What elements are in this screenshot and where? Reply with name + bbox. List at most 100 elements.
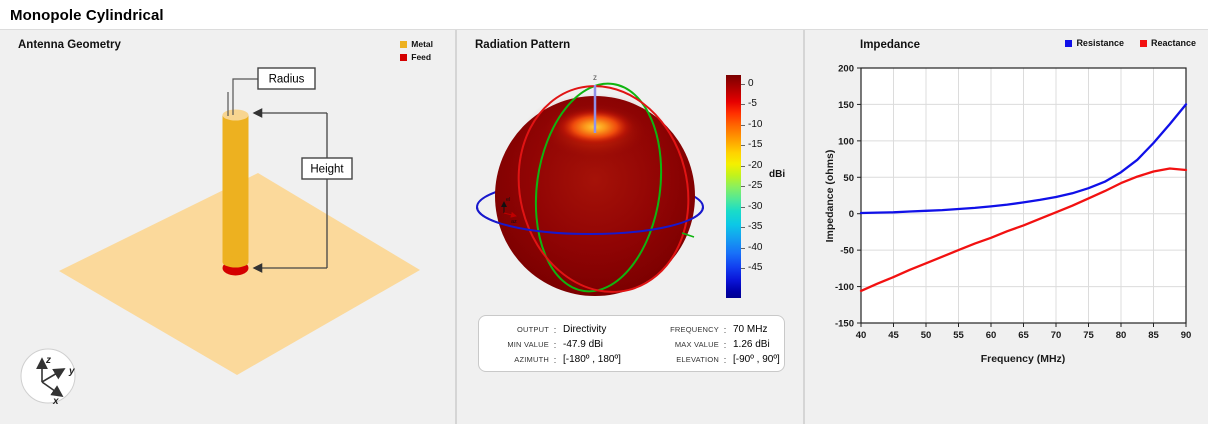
svg-text:-100: -100 [835, 282, 854, 293]
svg-text:100: 100 [838, 136, 854, 147]
z-axis: z [593, 73, 597, 133]
info-label-output: OUTPUT [516, 325, 549, 334]
legend-item-reactance: Reactance [1139, 38, 1196, 48]
info-label-frequency: FREQUENCY [670, 325, 719, 334]
colorbar-tick: -45 [748, 262, 763, 274]
z-axis-label: z [593, 73, 597, 82]
colorbar-tick-mark [741, 247, 745, 249]
cylinder-bottom-cap [222, 256, 249, 268]
svg-text:-50: -50 [840, 246, 854, 257]
info-label-elevation: ELEVATION [676, 355, 719, 364]
metal-swatch-icon [400, 40, 408, 48]
colorbar-tick: -25 [748, 180, 763, 192]
colorbar-tick-mark [741, 165, 745, 167]
info-colon [719, 325, 731, 335]
info-label-azimuth: AZIMUTH [514, 355, 549, 364]
page-title: Monopole Cylindrical [10, 7, 164, 24]
impedance-plot-generated: 40 45 50 55 60 65 70 75 80 85 90 -150 -100 -50 0 50 100 1… [835, 64, 1191, 342]
feed-label: Feed [411, 52, 432, 62]
elevation-ring-red [517, 85, 690, 293]
svg-text:200: 200 [838, 64, 854, 75]
svg-text:85: 85 [1148, 330, 1159, 341]
height-annotation: Height [252, 108, 353, 273]
info-colon [549, 340, 561, 350]
colorbar-tick: -20 [748, 159, 763, 171]
colorbar-tick-mark [741, 268, 745, 270]
svg-text:150: 150 [838, 100, 854, 111]
colorbar-tick-mark [741, 124, 745, 126]
metal-label: Metal [411, 39, 433, 49]
svg-text:90: 90 [1181, 330, 1192, 341]
impedance-ylabel: Impedance (ohms) [824, 150, 836, 243]
impedance-xlabel: Frequency (MHz) [981, 353, 1066, 365]
colorbar-tick-mark [741, 104, 745, 106]
cylinder-top-cap [222, 109, 249, 121]
colorbar-gradient [726, 75, 741, 298]
theta-tick [681, 232, 695, 238]
colorbar-unit-label: dBi [769, 169, 786, 180]
panel-antenna-geometry: Antenna Geometry Metal Feed [0, 30, 457, 424]
resistance-swatch-icon [1065, 39, 1073, 47]
panel-impedance: Impedance Resistance Reactance 40 45 50 55 6… [805, 30, 1208, 424]
svg-text:65: 65 [1018, 330, 1029, 341]
panel-radiation-pattern: Radiation Pattern [457, 30, 805, 424]
colorbar-tick-mark [741, 186, 745, 188]
colorbar-tick: 0 [748, 78, 754, 89]
antenna-3d-view[interactable]: Radius Height z y x [0, 30, 457, 424]
colorbar-tick-mark [741, 227, 745, 229]
colorbar: dBi 0 -5 -10 -15 -20 -25 -30 -35 -40 -45 [726, 75, 806, 320]
info-value-elevation: [-90º , 90º] [733, 354, 780, 365]
feed-swatch-icon [400, 53, 408, 61]
reactance-swatch-icon [1139, 39, 1147, 47]
radiation-3d-view[interactable]: z el az [457, 30, 805, 424]
el-axis-label: el [506, 197, 510, 203]
info-label-max-value: MAX VALUE [674, 340, 719, 349]
svg-text:40: 40 [856, 330, 867, 341]
colorbar-tick-mark [741, 206, 745, 208]
mini-axes: el az [501, 197, 517, 225]
resistance-label: Resistance [1076, 38, 1124, 48]
info-value-min-value: -47.9 dBi [563, 339, 604, 350]
info-value-max-value: 1.26 dBi [733, 339, 770, 350]
antenna-geometry-title: Antenna Geometry [18, 39, 121, 51]
colorbar-tick: -35 [748, 221, 763, 233]
colorbar-tick-mark [741, 84, 745, 85]
colorbar-tick: -5 [748, 98, 757, 110]
svg-text:60: 60 [986, 330, 997, 341]
legend-item-resistance: Resistance [1065, 38, 1124, 48]
info-value-frequency: 70 MHz [733, 324, 768, 335]
svg-text:45: 45 [888, 330, 899, 341]
svg-text:70: 70 [1051, 330, 1062, 341]
svg-text:0: 0 [849, 209, 854, 220]
svg-text:55: 55 [953, 330, 964, 341]
legend-item-feed: Feed [400, 53, 431, 61]
impedance-plot[interactable]: 40 45 50 55 60 65 70 75 80 85 90 -150 -100 -50 0 50 100 1… [805, 30, 1208, 424]
info-label-min-value: MIN VALUE [507, 340, 549, 349]
svg-text:80: 80 [1116, 330, 1127, 341]
info-colon [549, 325, 561, 335]
colorbar-tick: -30 [748, 200, 763, 212]
window-title-bar: Monopole Cylindrical [0, 0, 1208, 30]
info-colon [549, 355, 561, 365]
info-value-azimuth: [-180º , 180º] [563, 354, 621, 365]
radius-label: Radius [269, 74, 305, 86]
reactance-label: Reactance [1150, 38, 1196, 48]
triad-z-label: z [45, 355, 51, 366]
colorbar-tick: -15 [748, 139, 763, 151]
colorbar-tick: -10 [748, 118, 763, 130]
elevation-ring-green [534, 82, 663, 293]
svg-text:-150: -150 [835, 319, 854, 330]
colorbar-tick-mark [741, 145, 745, 147]
azimuth-ring-front [476, 206, 704, 235]
monopole-cylinder [222, 115, 249, 262]
info-value-output: Directivity [563, 324, 607, 335]
geometry-legend: Metal Feed [400, 40, 433, 61]
impedance-title: Impedance [860, 39, 921, 51]
colorbar-tick: -40 [748, 241, 763, 253]
radiation-info-table: OUTPUT Directivity FREQUENCY 70 MHz MIN … [478, 315, 785, 372]
height-label: Height [310, 164, 344, 176]
legend-item-metal: Metal [400, 40, 433, 48]
axis-triad: z y x [20, 348, 76, 407]
svg-text:50: 50 [921, 330, 932, 341]
